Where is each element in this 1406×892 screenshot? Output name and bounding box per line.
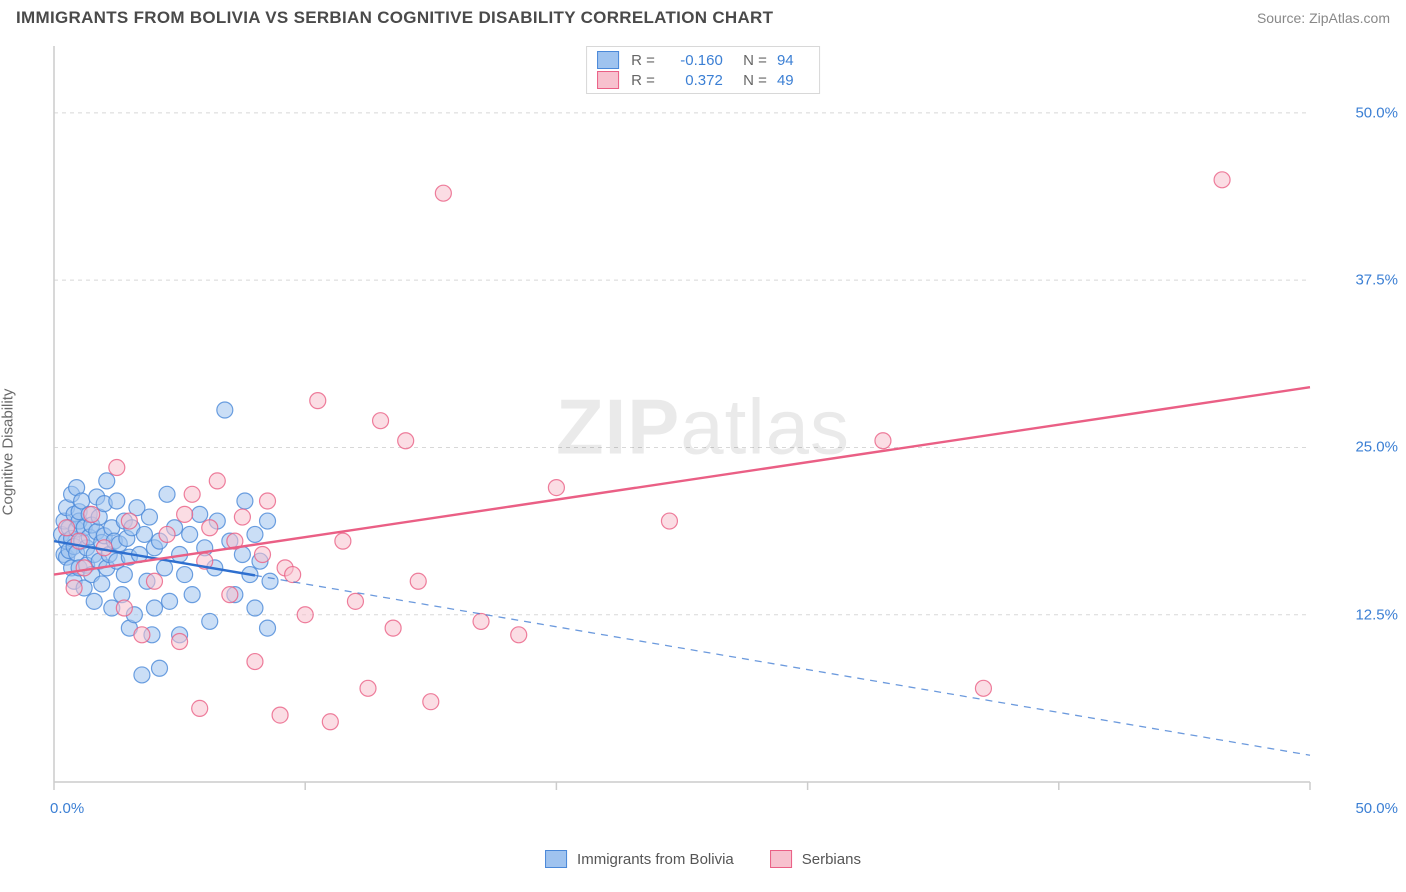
swatch-bolivia <box>545 850 567 868</box>
source-prefix: Source: <box>1257 10 1309 26</box>
n-label: N = <box>735 52 767 69</box>
scatter-plot <box>50 42 1370 812</box>
y-axis-label: Cognitive Disability <box>0 389 17 516</box>
n-value-bolivia: 94 <box>777 52 805 69</box>
legend-label-bolivia: Immigrants from Bolivia <box>577 851 734 868</box>
r-value-bolivia: -0.160 <box>665 52 723 69</box>
n-label: N = <box>735 72 767 89</box>
header: IMMIGRANTS FROM BOLIVIA VS SERBIAN COGNI… <box>0 0 1406 32</box>
legend-label-serbians: Serbians <box>802 851 861 868</box>
swatch-serbians <box>770 850 792 868</box>
swatch-serbians <box>597 71 619 89</box>
series-legend: Immigrants from Bolivia Serbians <box>545 850 861 868</box>
legend-row-bolivia: R = -0.160 N = 94 <box>597 51 805 69</box>
n-value-serbians: 49 <box>777 72 805 89</box>
legend-item-serbians: Serbians <box>770 850 861 868</box>
ytick-label: 12.5% <box>1355 606 1398 623</box>
ytick-label: 25.0% <box>1355 439 1398 456</box>
source-attribution: Source: ZipAtlas.com <box>1257 10 1390 26</box>
swatch-bolivia <box>597 51 619 69</box>
xtick-label-end: 50.0% <box>1355 800 1398 817</box>
chart-container: Cognitive Disability ZIPatlas R = -0.160… <box>0 32 1406 872</box>
ytick-label: 50.0% <box>1355 104 1398 121</box>
ytick-label: 37.5% <box>1355 272 1398 289</box>
source-name: ZipAtlas.com <box>1309 10 1390 26</box>
correlation-legend: R = -0.160 N = 94 R = 0.372 N = 49 <box>586 46 820 94</box>
chart-title: IMMIGRANTS FROM BOLIVIA VS SERBIAN COGNI… <box>16 8 773 28</box>
r-label: R = <box>631 52 655 69</box>
legend-item-bolivia: Immigrants from Bolivia <box>545 850 734 868</box>
xtick-label-start: 0.0% <box>50 800 84 817</box>
legend-row-serbians: R = 0.372 N = 49 <box>597 71 805 89</box>
r-value-serbians: 0.372 <box>665 72 723 89</box>
r-label: R = <box>631 72 655 89</box>
